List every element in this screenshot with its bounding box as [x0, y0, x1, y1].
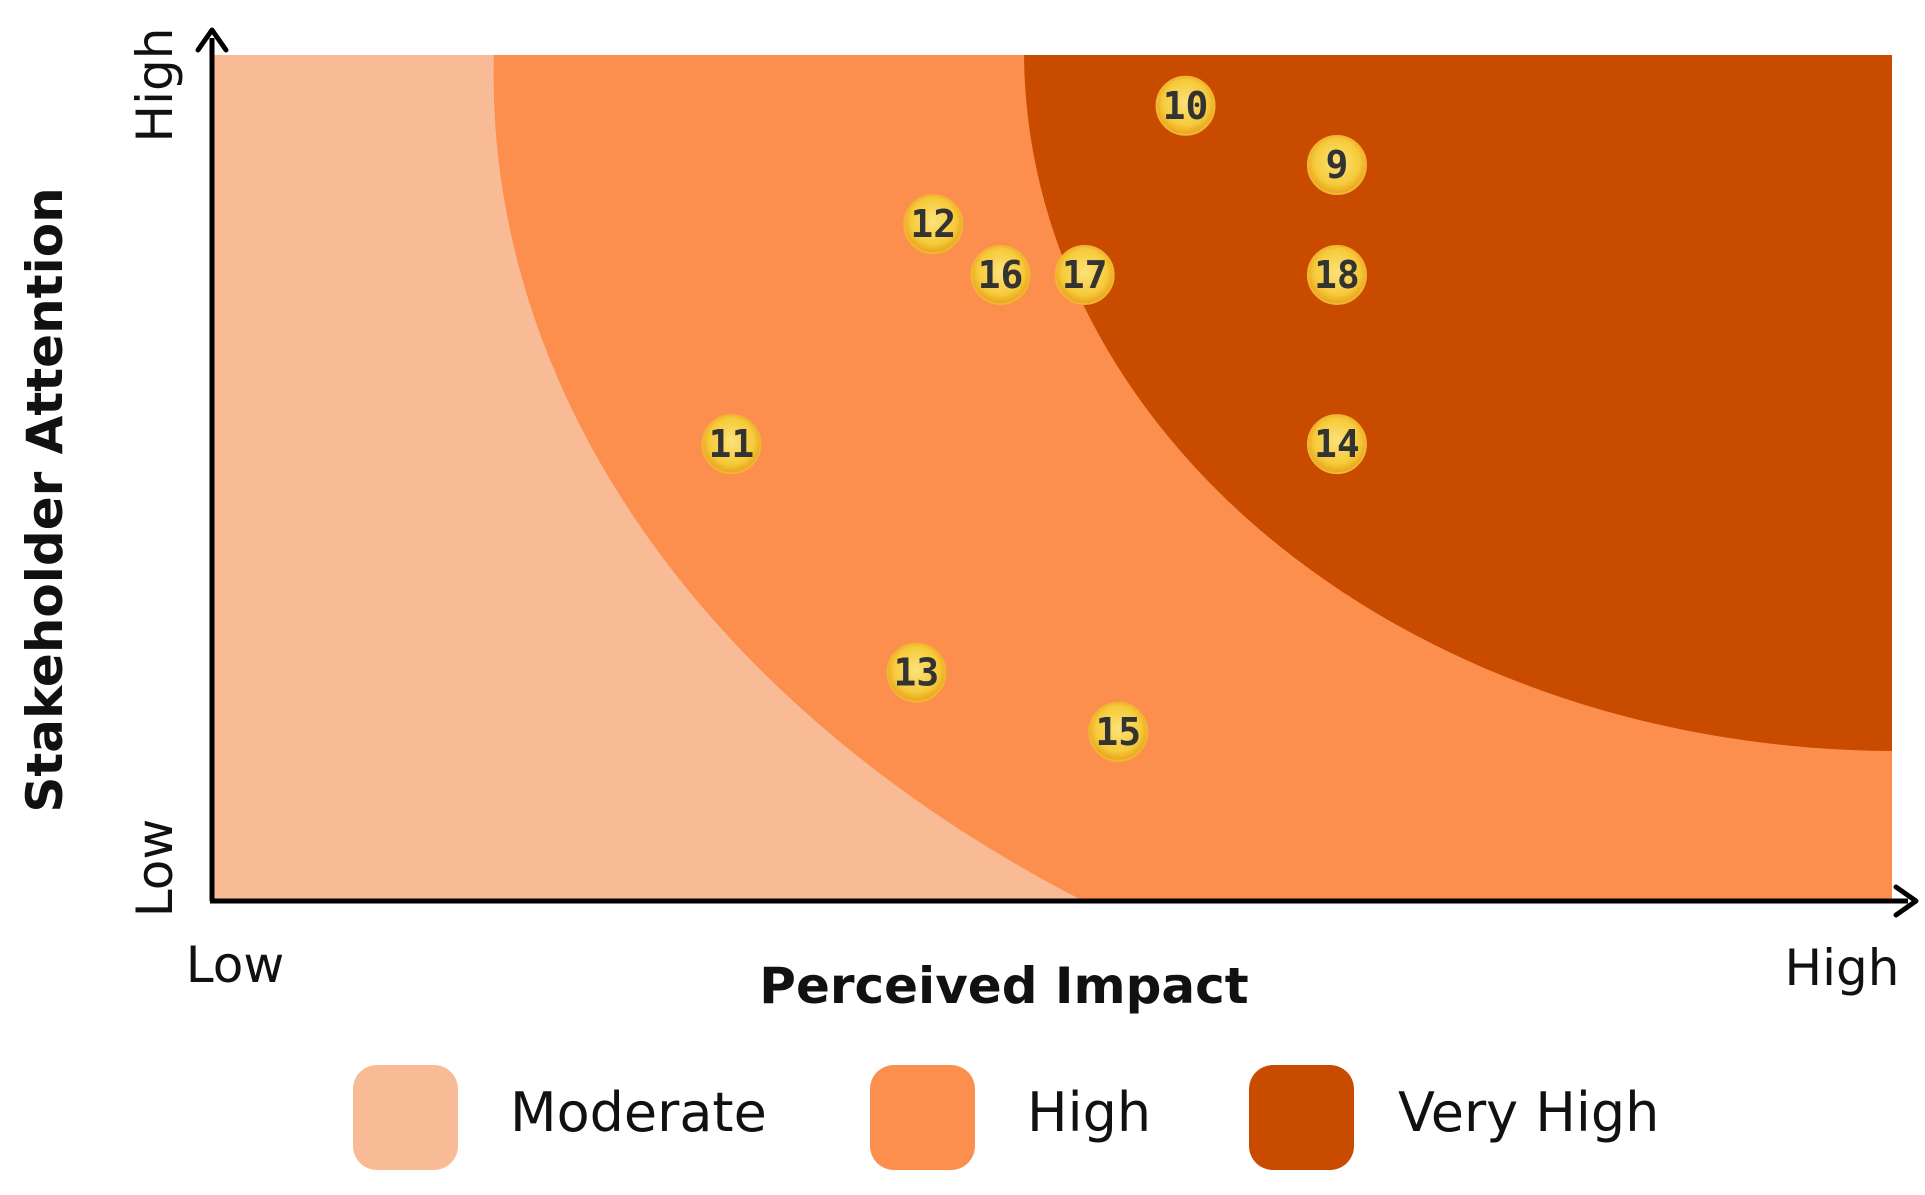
legend-label-very-high: Very High [1398, 1081, 1659, 1144]
zone-very-high [1024, 55, 1892, 751]
data-point-marker [1054, 244, 1115, 305]
data-points: 9 10 11 12 13 14 15 16 17 18 [701, 75, 1367, 762]
x-axis-title: Perceived Impact [759, 957, 1248, 1015]
data-point-marker [903, 194, 964, 255]
data-point-marker [1155, 75, 1216, 136]
data-point-marker [701, 414, 762, 475]
y-axis-title: Stakeholder Attention [16, 187, 74, 812]
data-point-label: 9 [1325, 143, 1348, 187]
data-point-18: 18 [1306, 244, 1367, 305]
data-point-label: 12 [910, 202, 956, 246]
zones [210, 55, 1892, 901]
data-point-label: 17 [1062, 253, 1108, 297]
data-point-13: 13 [886, 642, 947, 703]
legend-item-very-high: Very High [1249, 1065, 1659, 1170]
data-point-label: 16 [978, 253, 1024, 297]
data-point-label: 18 [1314, 253, 1360, 297]
data-point-16: 16 [970, 244, 1031, 305]
legend-label-moderate: Moderate [510, 1081, 767, 1144]
data-point-label: 14 [1314, 422, 1360, 466]
legend-item-moderate: Moderate [353, 1065, 767, 1170]
y-tick-low: Low [126, 819, 184, 917]
y-axis-arrow [195, 27, 229, 53]
legend-swatch-very-high [1249, 1065, 1354, 1170]
data-point-marker [1306, 244, 1367, 305]
data-point-9: 9 [1306, 134, 1367, 195]
legend-swatch-moderate [353, 1065, 458, 1170]
legend-label-high: High [1027, 1081, 1151, 1144]
data-point-15: 15 [1088, 701, 1149, 762]
data-point-marker [1088, 701, 1149, 762]
x-tick-high: High [1785, 939, 1900, 997]
legend-swatch-high [870, 1065, 975, 1170]
data-point-10: 10 [1155, 75, 1216, 136]
data-point-marker [886, 642, 947, 703]
data-point-marker [1306, 134, 1367, 195]
data-point-11: 11 [701, 414, 762, 475]
data-point-label: 13 [894, 651, 940, 695]
data-point-14: 14 [1306, 414, 1367, 475]
data-point-marker [970, 244, 1031, 305]
data-point-label: 10 [1163, 84, 1209, 128]
data-point-label: 15 [1095, 710, 1141, 754]
y-tick-high: High [126, 28, 184, 143]
data-point-17: 17 [1054, 244, 1115, 305]
legend-item-high: High [870, 1065, 1151, 1170]
legend: Moderate High Very High [353, 1065, 1659, 1170]
data-point-label: 11 [709, 422, 755, 466]
axes [195, 27, 1919, 918]
data-point-marker [1306, 414, 1367, 475]
data-point-12: 12 [903, 194, 964, 255]
x-tick-low: Low [186, 936, 284, 994]
x-axis-arrow [1893, 884, 1919, 918]
